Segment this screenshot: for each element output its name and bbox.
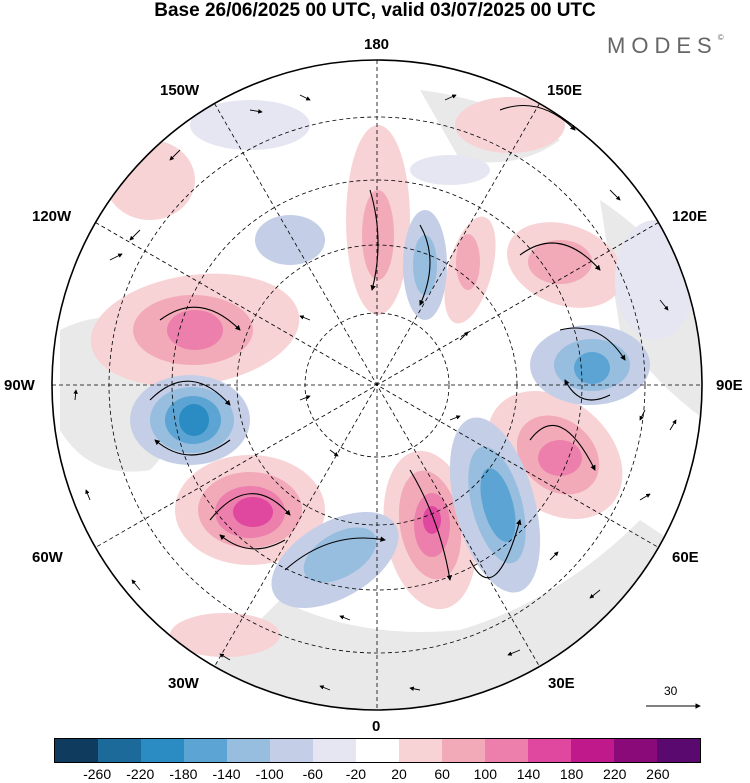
colorbar-tick-label: -60 xyxy=(302,766,323,782)
colorbar-tick-label: -140 xyxy=(212,766,241,782)
colorbar-tick-label: 140 xyxy=(516,766,541,782)
colorbar-swatch xyxy=(55,739,98,762)
lon-label-90w: 90W xyxy=(4,377,35,394)
colorbar-tick-label: -220 xyxy=(126,766,155,782)
lon-label-150w: 150W xyxy=(160,82,200,99)
colorbar-tick-label: -180 xyxy=(169,766,198,782)
colorbar-swatch xyxy=(313,739,356,762)
lon-label-150e: 150E xyxy=(547,82,583,99)
colorbar-swatch xyxy=(657,739,700,762)
colorbar-tick-label: 180 xyxy=(559,766,584,782)
colorbar xyxy=(54,738,701,763)
colorbar-tick-label: -20 xyxy=(345,766,367,782)
flow-arrows xyxy=(149,104,626,581)
lon-label-60e: 60E xyxy=(672,549,699,566)
brand-logo: MODES© xyxy=(607,33,724,59)
colorbar-swatch xyxy=(528,739,571,762)
colorbar-tick-label: 20 xyxy=(391,766,407,782)
lon-label-180: 180 xyxy=(364,36,390,53)
brand-name: MODES xyxy=(607,33,718,58)
colorbar-tick-label: 220 xyxy=(603,766,627,782)
lon-label-120w: 120W xyxy=(32,208,72,225)
colorbar-swatch xyxy=(442,739,485,762)
anomaly-low xyxy=(255,215,325,265)
colorbar-tick-label: -260 xyxy=(83,766,112,782)
colorbar-ticks: -260 -220 -180 -140 -100 -60 -20 20 60 100 140 180 2… xyxy=(54,766,701,783)
map-disk xyxy=(52,60,702,710)
lon-label-90e: 90E xyxy=(716,377,743,394)
colorbar-swatch xyxy=(98,739,141,762)
lon-label-120e: 120E xyxy=(672,208,708,225)
lon-label-0: 0 xyxy=(372,718,381,735)
map-title: Base 26/06/2025 00 UTC, valid 03/07/2025… xyxy=(154,0,596,21)
colorbar-tick-label: -100 xyxy=(255,766,284,782)
colorbar-swatch xyxy=(485,739,528,762)
anomaly-high xyxy=(455,97,565,153)
lon-label-30w: 30W xyxy=(168,675,199,692)
reference-vector-label: 30 xyxy=(664,684,678,698)
colorbar-swatch xyxy=(227,739,270,762)
wind-vectors xyxy=(73,94,677,691)
anomaly-shading xyxy=(90,97,695,657)
colorbar-swatch xyxy=(270,739,313,762)
colorbar-swatch xyxy=(399,739,442,762)
brand-mark: © xyxy=(717,33,724,42)
lon-label-30e: 30E xyxy=(548,675,575,692)
colorbar-swatch xyxy=(184,739,227,762)
colorbar-swatch xyxy=(614,739,657,762)
map-boundary xyxy=(51,59,703,711)
colorbar-swatch xyxy=(141,739,184,762)
lon-label-60w: 60W xyxy=(32,549,63,566)
colorbar-tick-label: 100 xyxy=(473,766,498,782)
graticule xyxy=(52,60,702,710)
colorbar-tick-label: 260 xyxy=(646,766,670,782)
colorbar-tick-label: 60 xyxy=(434,766,450,782)
colorbar-swatch xyxy=(571,739,614,762)
colorbar-swatch xyxy=(356,739,399,762)
